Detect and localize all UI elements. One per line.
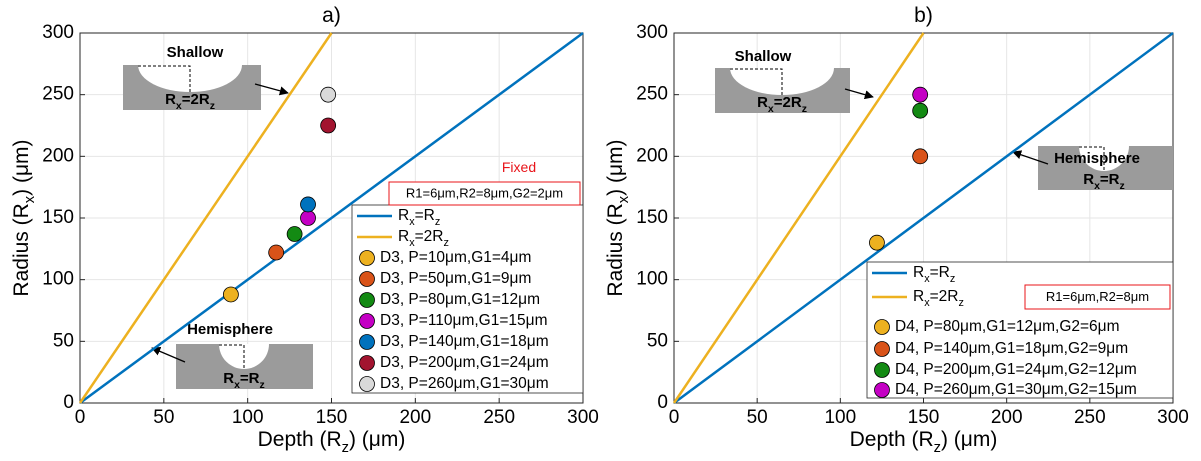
point xyxy=(286,226,303,242)
inset-title: Hemisphere xyxy=(1054,150,1140,167)
x-tick-label: 300 xyxy=(1157,407,1189,428)
inset-cavity xyxy=(730,68,834,95)
inset-dash xyxy=(1079,146,1105,171)
legend-marker xyxy=(874,319,890,335)
fixed-box xyxy=(1024,284,1171,310)
legend-marker xyxy=(359,355,375,371)
inset-dash xyxy=(730,68,783,95)
arrow xyxy=(254,83,289,96)
line xyxy=(78,32,333,404)
inset-cavity xyxy=(138,65,242,92)
x-tick-label: 300 xyxy=(567,407,599,428)
x-tick-label: 200 xyxy=(991,407,1023,428)
y-tick-label: 300 xyxy=(42,22,74,43)
y-tick-label: 150 xyxy=(42,207,74,228)
x-tick-label: 250 xyxy=(1074,407,1106,428)
legend-marker xyxy=(359,271,375,287)
inset-dash xyxy=(138,65,191,92)
y-tick-label: 250 xyxy=(636,84,668,105)
x-tick-label: 100 xyxy=(824,407,856,428)
fixed-values: R1=6μm,R2=8μm xyxy=(1046,289,1149,304)
y-tick-label: 300 xyxy=(636,22,668,43)
legend-marker xyxy=(359,313,375,329)
x-tick-label: 0 xyxy=(669,407,680,428)
legend-marker xyxy=(874,341,890,357)
point xyxy=(912,102,929,119)
y-tick-label: 0 xyxy=(63,392,74,413)
point xyxy=(268,244,285,261)
legend-label: D3, P=80μm,G1=12μm xyxy=(380,291,540,308)
legend-label: D3, P=110μm,G1=15μm xyxy=(380,312,548,329)
x-axis-label: Depth (Rz) (μm) xyxy=(850,428,998,456)
legend-marker xyxy=(359,376,375,392)
legend-label: D3, P=10μm,G1=4μm xyxy=(380,249,531,266)
y-axis-label: Radius (Rx) (μm) xyxy=(604,139,632,296)
x-tick-label: 150 xyxy=(908,407,940,428)
legend-label: D3, P=260μm,G1=30μm xyxy=(380,375,549,392)
y-tick-label: 250 xyxy=(42,84,74,105)
y-tick-label: 100 xyxy=(636,269,668,290)
inset-dash xyxy=(219,344,245,369)
y-tick-label: 50 xyxy=(53,330,74,351)
inset-title: Shallow xyxy=(735,48,792,65)
legend-label: Rx=2Rz xyxy=(913,288,964,309)
x-tick-label: 0 xyxy=(75,407,86,428)
legend-marker xyxy=(874,382,890,398)
y-tick-label: 100 xyxy=(42,269,74,290)
fixed-values: R1=6μm,R2=8μm,G2=2μm xyxy=(406,186,563,201)
line xyxy=(673,31,1174,405)
inset-title: Shallow xyxy=(167,44,224,61)
legend-marker xyxy=(359,250,375,266)
inset-formula: Rx=Rz xyxy=(223,370,265,391)
x-tick-label: 50 xyxy=(153,407,174,428)
x-tick-label: 100 xyxy=(232,407,264,428)
arrow xyxy=(1012,150,1049,165)
legend-label: D4, P=140μm,G1=18μm,G2=9μm xyxy=(895,340,1128,357)
chart-title: a) xyxy=(322,4,341,27)
legend-label: D3, P=50μm,G1=9μm xyxy=(380,270,531,287)
point xyxy=(222,286,239,303)
line xyxy=(79,31,584,405)
point xyxy=(320,86,337,103)
inset-formula: Rx=2Rz xyxy=(165,91,215,112)
x-tick-label: 250 xyxy=(483,407,515,428)
point xyxy=(300,210,316,226)
y-tick-label: 50 xyxy=(647,330,668,351)
x-tick-label: 50 xyxy=(747,407,768,428)
chart-title: b) xyxy=(914,4,933,27)
point xyxy=(320,117,337,134)
legend-marker xyxy=(359,292,375,308)
legend-label: D4, P=200μm,G1=24μm,G2=12μm xyxy=(895,361,1137,378)
x-tick-label: 200 xyxy=(399,407,431,428)
y-tick-label: 150 xyxy=(636,207,668,228)
point xyxy=(912,86,929,103)
legend-label: Rx=Rz xyxy=(913,264,955,285)
inset-title: Hemisphere xyxy=(187,321,273,338)
fixed-title: Fixed xyxy=(502,159,536,175)
legend-label: D3, P=200μm,G1=24μm xyxy=(380,354,549,371)
arrow xyxy=(844,88,874,100)
legend-label: Rx=Rz xyxy=(398,207,440,228)
legend-label: Rx=2Rz xyxy=(398,228,449,249)
x-tick-label: 150 xyxy=(316,407,348,428)
y-tick-label: 0 xyxy=(657,392,668,413)
y-axis-label: Radius (Rx) (μm) xyxy=(10,139,38,296)
y-tick-label: 200 xyxy=(42,145,74,166)
fixed-box xyxy=(388,181,581,206)
inset-formula: Rx=Rz xyxy=(1083,171,1125,192)
legend-label: D4, P=80μm,G1=12μm,G2=6μm xyxy=(895,318,1120,335)
inset-formula: Rx=2Rz xyxy=(757,94,807,115)
legend-marker xyxy=(359,334,375,350)
x-axis-label: Depth (Rz) (μm) xyxy=(258,428,406,456)
point xyxy=(300,196,316,213)
legend-label: D4, P=260μm,G1=30μm,G2=15μm xyxy=(895,381,1137,398)
line xyxy=(672,32,925,404)
point xyxy=(912,148,929,165)
legend-marker xyxy=(874,362,890,378)
legend-label: D3, P=140μm,G1=18μm xyxy=(380,333,549,350)
point xyxy=(869,234,885,251)
arrow xyxy=(151,347,186,363)
y-tick-label: 200 xyxy=(636,145,668,166)
